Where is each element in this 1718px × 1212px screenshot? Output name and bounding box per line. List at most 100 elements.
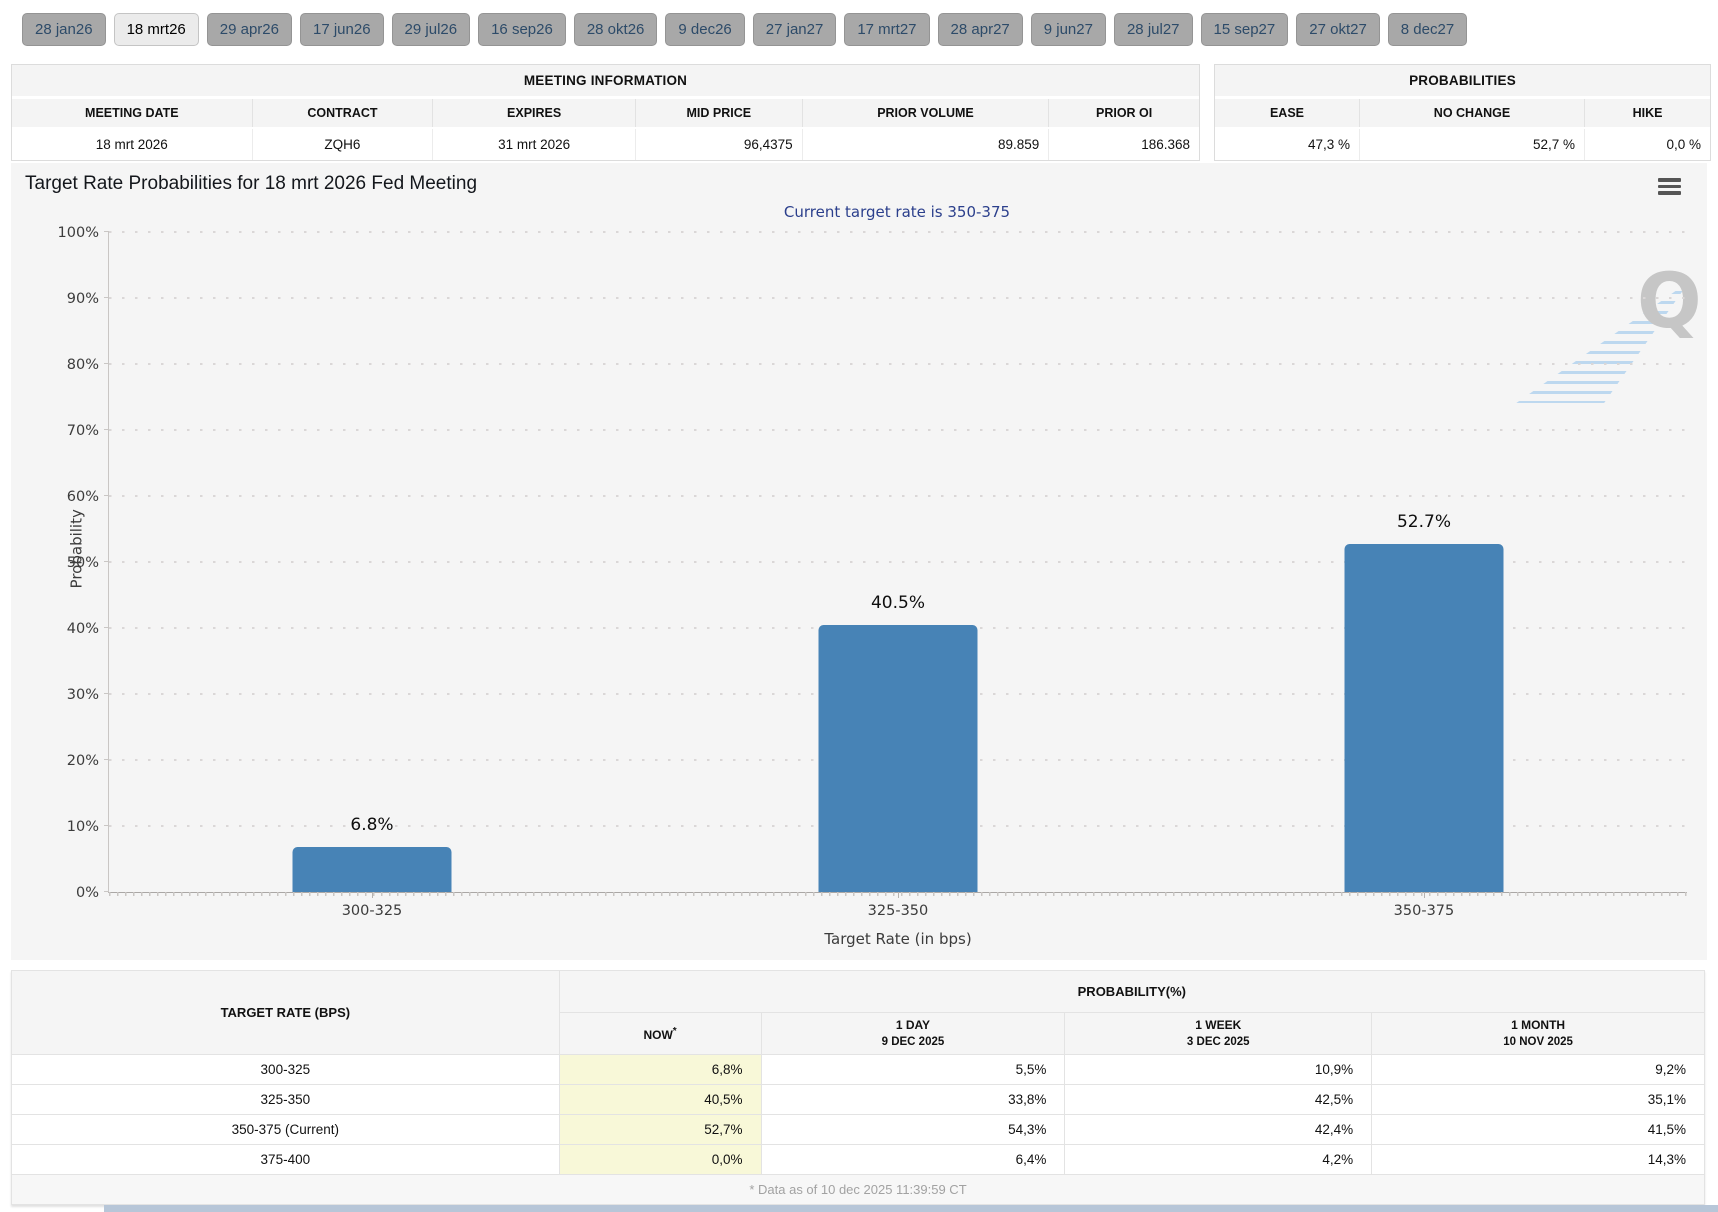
col-header-prior-oi: PRIOR OI <box>1095 106 1153 120</box>
gridline <box>109 561 1687 563</box>
tab-17-jun26[interactable]: 17 jun26 <box>299 13 384 46</box>
chart-menu-icon[interactable] <box>1658 178 1681 198</box>
now-cell: 0,0% <box>558 1144 762 1175</box>
col-header-prior-volume: PRIOR VOLUME <box>803 99 1050 127</box>
ease-value: 47,3 % <box>1215 129 1360 160</box>
tab-28-okt26[interactable]: 28 okt26 <box>573 13 658 46</box>
gridline <box>109 231 1687 233</box>
tab-16-sep26[interactable]: 16 sep26 <box>478 13 566 46</box>
col-header-no-change: NO CHANGE <box>1360 99 1585 127</box>
category-slot-325-350: 40.5% 325-350 <box>635 232 1161 919</box>
probabilities-summary-table: PROBABILITIES EASE NO CHANGE HIKE 47,3 %… <box>1214 64 1711 161</box>
x-tick-label: 350-375 <box>1393 903 1455 919</box>
meeting-date-tabbar: 28 jan26 18 mrt26 29 apr26 17 jun26 29 jul26… <box>22 13 1468 46</box>
table-row: 375-400 0,0% 6,4% 4,2% 14,3% <box>11 1144 1705 1175</box>
y-tick-label: 60% <box>66 489 99 505</box>
tab-28-jul27[interactable]: 28 jul27 <box>1113 13 1193 46</box>
x-tick <box>1423 892 1425 898</box>
y-tick-label: 100% <box>57 225 99 241</box>
target-rate-chart-panel: Target Rate Probabilities for 18 mrt 202… <box>11 163 1707 960</box>
col-header-ease: EASE <box>1215 99 1360 127</box>
chart-subtitle: Current target rate is 350-375 <box>783 203 1011 221</box>
category-slot-350-375: 52.7% 350-375 <box>1161 232 1687 919</box>
one-week-cell: 10,9% <box>1064 1054 1373 1085</box>
rate-cell: 300-325 <box>11 1054 560 1085</box>
bar-value-label: 52.7% <box>1396 512 1451 533</box>
y-tick <box>104 759 109 760</box>
tab-18-mrt26[interactable]: 18 mrt26 <box>113 13 199 46</box>
meeting-date-value: 18 mrt 2026 <box>12 129 253 160</box>
y-tick-label: 20% <box>66 753 99 769</box>
tab-28-apr27[interactable]: 28 apr27 <box>937 13 1023 46</box>
gridline <box>109 363 1687 365</box>
data-as-of-footnote: * Data as of 10 dec 2025 11:39:59 CT <box>11 1174 1705 1205</box>
tab-9-jun27[interactable]: 9 jun27 <box>1030 13 1106 46</box>
probability-history-table: TARGET RATE (BPS) PROBABILITY(%) NOW* 1 … <box>11 970 1706 1205</box>
prior-oi-value: 186.368 <box>1141 137 1190 152</box>
bar-350-375[interactable] <box>1344 544 1504 892</box>
tab-9-dec26[interactable]: 9 dec26 <box>665 13 745 46</box>
gridline <box>109 495 1687 497</box>
x-tick-label: 300-325 <box>341 903 403 919</box>
y-axis-title: Probability <box>67 509 86 589</box>
y-tick <box>104 561 109 562</box>
tab-27-okt27[interactable]: 27 okt27 <box>1296 13 1380 46</box>
gridline <box>109 297 1687 299</box>
one-week-column-header: 1 WEEK 3 DEC 2025 <box>1064 1012 1373 1055</box>
footnote-asterisk: * <box>672 1025 677 1037</box>
probabilities-title: PROBABILITIES <box>1215 65 1710 99</box>
one-month-cell: 14,3% <box>1371 1144 1705 1175</box>
tab-15-sep27[interactable]: 15 sep27 <box>1200 13 1289 46</box>
meeting-information-table: MEETING INFORMATION MEETING DATE CONTRAC… <box>11 64 1200 161</box>
one-week-cell: 42,5% <box>1064 1084 1373 1115</box>
y-tick <box>104 825 109 826</box>
y-tick-label: 90% <box>66 291 99 307</box>
tab-29-apr26[interactable]: 29 apr26 <box>206 13 292 46</box>
col-header-mid-price: MID PRICE <box>636 99 803 127</box>
one-month-cell: 9,2% <box>1371 1054 1705 1085</box>
tab-17-mrt27[interactable]: 17 mrt27 <box>844 13 930 46</box>
no-change-value: 52,7 % <box>1360 129 1585 160</box>
y-tick-label: 30% <box>66 687 99 703</box>
rate-cell: 375-400 <box>11 1144 560 1175</box>
table-row: 325-350 40,5% 33,8% 42,5% 35,1% <box>11 1084 1705 1115</box>
x-tick <box>371 892 373 898</box>
y-tick-label: 80% <box>66 357 99 373</box>
y-tick-label: 40% <box>66 621 99 637</box>
one-day-cell: 5,5% <box>760 1054 1066 1085</box>
rate-cell: 325-350 <box>11 1084 560 1115</box>
now-cell: 40,5% <box>558 1084 762 1115</box>
col-header-hike: HIKE <box>1632 106 1663 120</box>
contract-value: ZQH6 <box>253 129 434 160</box>
y-tick <box>104 891 109 892</box>
y-tick-label: 50% <box>66 555 99 571</box>
now-cell: 6,8% <box>558 1054 762 1085</box>
bar-300-325[interactable] <box>292 847 452 892</box>
tab-29-jul26[interactable]: 29 jul26 <box>391 13 471 46</box>
x-tick <box>897 892 899 898</box>
y-tick <box>104 495 109 496</box>
y-tick <box>104 627 109 628</box>
y-tick-label: 10% <box>66 819 99 835</box>
y-tick <box>104 693 109 694</box>
y-tick <box>104 231 109 232</box>
one-month-cell: 35,1% <box>1371 1084 1705 1115</box>
expires-value: 31 mrt 2026 <box>433 129 636 160</box>
one-month-cell: 41,5% <box>1371 1114 1705 1145</box>
meeting-information-title: MEETING INFORMATION <box>12 65 1199 99</box>
one-week-cell: 4,2% <box>1064 1144 1373 1175</box>
tab-8-dec27[interactable]: 8 dec27 <box>1387 13 1468 46</box>
tab-28-jan26[interactable]: 28 jan26 <box>22 13 106 46</box>
one-day-column-header: 1 DAY 9 DEC 2025 <box>760 1012 1066 1055</box>
bar-325-350[interactable] <box>818 624 978 892</box>
rate-cell: 350-375 (Current) <box>11 1114 560 1145</box>
tab-27-jan27[interactable]: 27 jan27 <box>752 13 837 46</box>
bar-value-label: 40.5% <box>870 592 925 613</box>
col-header-expires: EXPIRES <box>433 99 636 127</box>
table-row: 350-375 (Current) 52,7% 54,3% 42,4% 41,5% <box>11 1114 1705 1145</box>
x-tick-label: 325-350 <box>867 903 929 919</box>
mid-price-value: 96,4375 <box>636 129 803 160</box>
x-axis-title: Target Rate (in bps) <box>824 930 972 948</box>
col-header-contract: CONTRACT <box>253 99 434 127</box>
now-cell: 52,7% <box>558 1114 762 1145</box>
